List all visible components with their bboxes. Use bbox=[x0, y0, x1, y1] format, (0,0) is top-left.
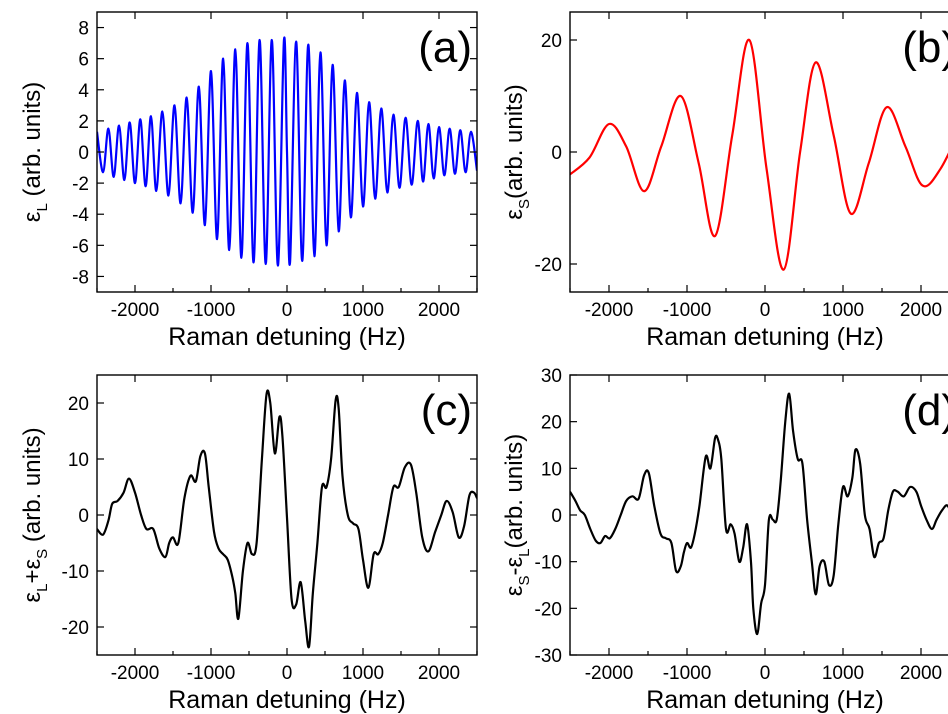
y-tick-label: -10 bbox=[62, 562, 89, 583]
y-axis-title: εL+εS (arb. units) bbox=[19, 427, 51, 602]
y-tick-label: 2 bbox=[78, 112, 89, 133]
x-tick-label: 0 bbox=[760, 300, 771, 321]
x-tick-label: -1000 bbox=[187, 300, 236, 321]
y-tick-label: -2 bbox=[72, 174, 89, 195]
y-axis-title: εS-εL(arb. units) bbox=[501, 434, 533, 596]
chart-panel-1: -2000 -1000 0 1000 2000 -20 0 20 Raman detuning … bbox=[501, 11, 948, 351]
y-tick-label: 0 bbox=[551, 143, 562, 164]
chart-panel-2: -2000 -1000 0 1000 2000 -20 -10 0 10 20 Raman detu… bbox=[19, 374, 478, 714]
x-tick-label: -2000 bbox=[585, 300, 634, 321]
x-tick-label: 2000 bbox=[900, 300, 942, 321]
y-tick-label: 0 bbox=[78, 143, 89, 164]
y-tick-label: -30 bbox=[535, 646, 562, 667]
panel-label: (b) bbox=[902, 23, 948, 72]
y-tick-label: -20 bbox=[62, 618, 89, 639]
x-tick-label: -2000 bbox=[585, 663, 634, 684]
y-tick-label: -20 bbox=[535, 599, 562, 620]
y-tick-label: 10 bbox=[541, 459, 562, 480]
x-axis-title: Raman detuning (Hz) bbox=[646, 686, 884, 714]
chart-panel-0: -2000 -1000 0 1000 2000 -8 -6 -4 -2 0 2 4 6 8 Raman de… bbox=[19, 11, 478, 351]
x-tick-label: 0 bbox=[282, 663, 293, 684]
x-tick-label: -1000 bbox=[663, 663, 712, 684]
panel-label: (a) bbox=[418, 23, 472, 72]
x-tick-label: -2000 bbox=[111, 663, 160, 684]
y-axis-title: εS(arb. units) bbox=[501, 84, 533, 219]
y-tick-label: 0 bbox=[551, 506, 562, 527]
series-line-0-0 bbox=[97, 36, 477, 267]
y-tick-label: -8 bbox=[72, 267, 89, 288]
x-axis-title: Raman detuning (Hz) bbox=[646, 323, 884, 351]
y-tick-label: 20 bbox=[68, 394, 89, 415]
series-line-3-0 bbox=[570, 392, 948, 636]
x-axis-title: Raman detuning (Hz) bbox=[168, 686, 406, 714]
x-tick-label: -1000 bbox=[187, 663, 236, 684]
x-tick-label: 2000 bbox=[418, 300, 460, 321]
y-tick-label: 4 bbox=[78, 81, 89, 102]
chart-panel-3: -2000 -1000 0 1000 2000 -30 -20 -10 0 10 20 30 Raman… bbox=[501, 366, 948, 714]
x-tick-label: 1000 bbox=[342, 300, 384, 321]
x-tick-label: -2000 bbox=[111, 300, 160, 321]
series-line-2-0 bbox=[97, 389, 477, 649]
x-tick-label: 0 bbox=[760, 663, 771, 684]
y-tick-label: 30 bbox=[541, 366, 562, 387]
x-tick-label: 1000 bbox=[822, 663, 864, 684]
y-tick-label: -6 bbox=[72, 236, 89, 257]
series-line-1-0 bbox=[570, 38, 948, 271]
y-tick-label: -10 bbox=[535, 553, 562, 574]
y-tick-label: -20 bbox=[535, 255, 562, 276]
x-tick-label: 1000 bbox=[822, 300, 864, 321]
y-axis-title: εL (arb. units) bbox=[19, 82, 51, 222]
x-tick-label: 2000 bbox=[418, 663, 460, 684]
panel-label: (c) bbox=[421, 386, 472, 435]
y-tick-label: 8 bbox=[78, 19, 89, 40]
y-tick-label: 20 bbox=[541, 413, 562, 434]
plot-frame bbox=[569, 11, 948, 293]
y-tick-label: 20 bbox=[541, 31, 562, 52]
x-tick-label: 2000 bbox=[900, 663, 942, 684]
x-tick-label: -1000 bbox=[663, 300, 712, 321]
y-tick-label: 6 bbox=[78, 50, 89, 71]
y-tick-label: -4 bbox=[72, 205, 89, 226]
y-tick-label: 10 bbox=[68, 450, 89, 471]
y-tick-label: 0 bbox=[78, 506, 89, 527]
x-tick-label: 0 bbox=[282, 300, 293, 321]
x-tick-label: 1000 bbox=[342, 663, 384, 684]
x-axis-title: Raman detuning (Hz) bbox=[168, 323, 406, 351]
panel-label: (d) bbox=[902, 386, 948, 435]
